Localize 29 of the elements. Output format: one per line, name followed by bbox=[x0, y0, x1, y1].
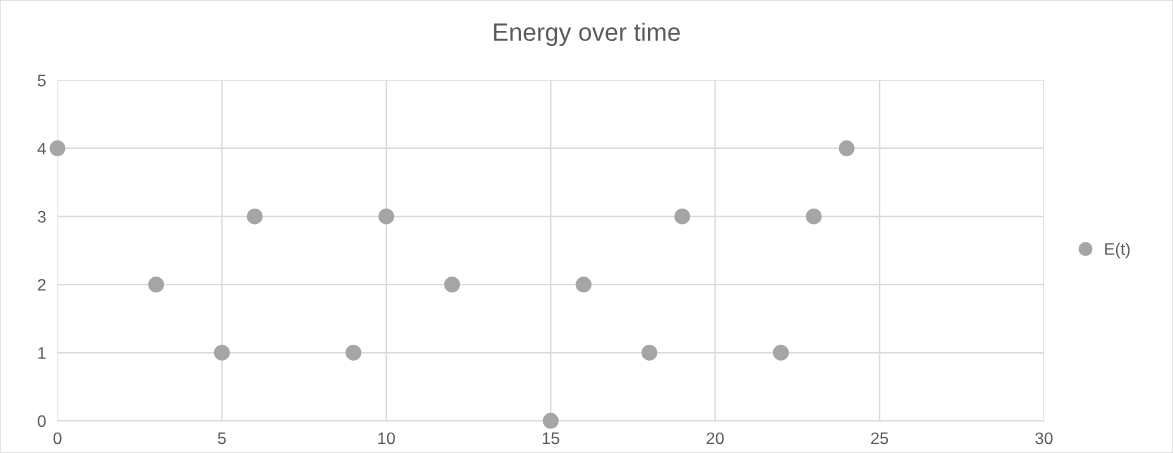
legend-label: E(t) bbox=[1105, 242, 1130, 259]
x-tick-label: 20 bbox=[706, 432, 724, 445]
point bbox=[575, 276, 592, 293]
x-tick-label: 0 bbox=[53, 432, 62, 445]
y-tick-label: 3 bbox=[37, 210, 46, 223]
x-tick-label: 5 bbox=[217, 432, 226, 445]
y-tick-label: 1 bbox=[38, 347, 46, 359]
point bbox=[542, 412, 559, 429]
y-tick-label: 5 bbox=[37, 74, 46, 87]
x-tick-label: 10 bbox=[378, 432, 395, 445]
point bbox=[49, 140, 66, 157]
point bbox=[148, 276, 165, 293]
chart-title: Energy over time bbox=[494, 22, 680, 46]
point bbox=[444, 276, 461, 293]
x-tick-label: 30 bbox=[1035, 432, 1053, 445]
point bbox=[246, 208, 263, 225]
point bbox=[838, 140, 855, 157]
point bbox=[213, 344, 230, 361]
y-tick-label: 0 bbox=[37, 415, 46, 428]
y-tick-label: 2 bbox=[37, 278, 46, 291]
point bbox=[641, 344, 658, 361]
x-tick-label: 15 bbox=[542, 432, 560, 445]
point bbox=[378, 208, 395, 225]
point bbox=[805, 208, 822, 225]
point bbox=[345, 344, 362, 361]
x-tick-label: 25 bbox=[871, 432, 889, 445]
point bbox=[772, 344, 789, 361]
point bbox=[674, 208, 691, 225]
y-tick-label: 4 bbox=[37, 142, 46, 155]
